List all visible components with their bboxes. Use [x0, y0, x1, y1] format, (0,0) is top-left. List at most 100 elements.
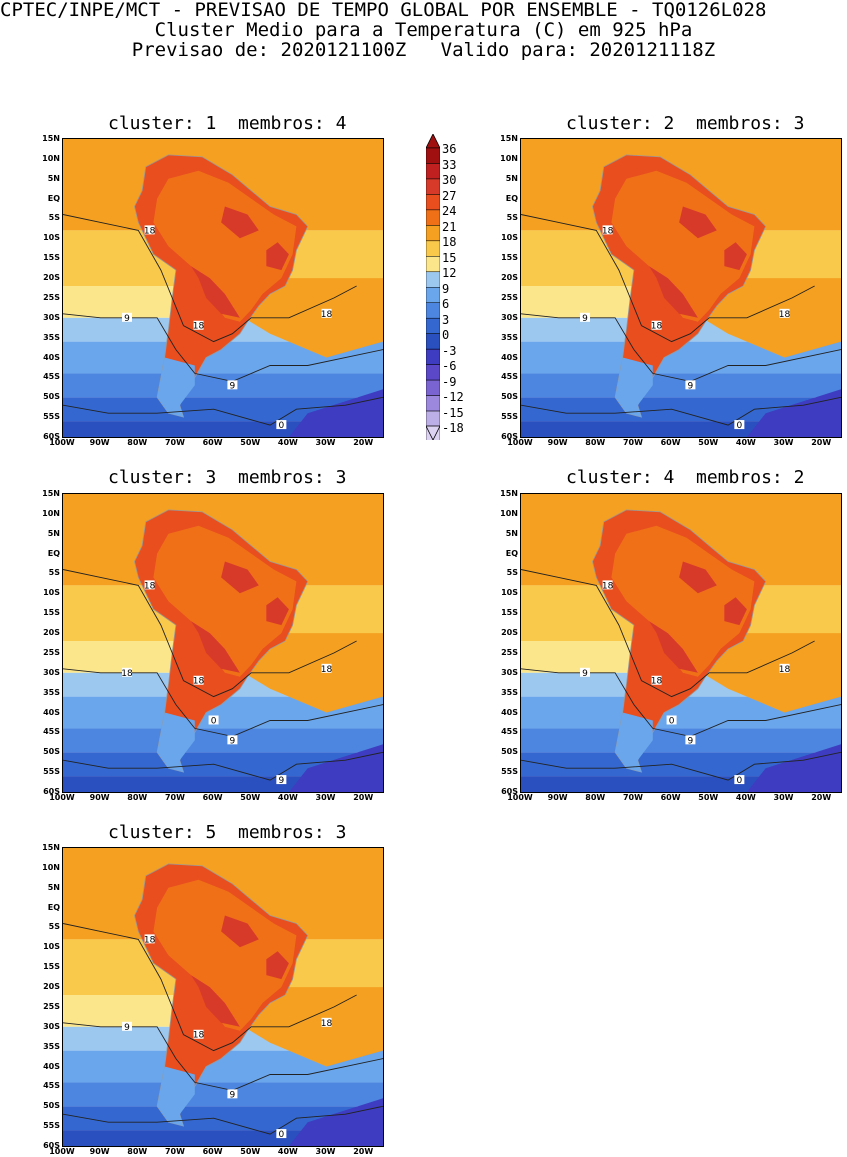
header-line-3: Previsao de: 2020121100Z Valido para: 20…	[131, 39, 716, 61]
contour-label: 0	[211, 716, 217, 726]
lat-tick-label: 5S	[506, 568, 518, 578]
contour-label-box	[144, 934, 155, 944]
lat-tick-label: 20S	[43, 982, 60, 992]
contour-label-box	[122, 312, 132, 322]
lat-tick-label: 50S	[43, 392, 60, 402]
southern-cone	[157, 712, 195, 773]
temperature-band	[63, 752, 383, 777]
contour-label-box	[602, 580, 613, 590]
panel-title-4: cluster: 4 membros: 2	[566, 467, 805, 488]
colorbar-label: 6	[442, 297, 450, 311]
lat-tick-label: 5S	[48, 922, 60, 932]
lon-tick-label: 70W	[164, 793, 185, 802]
hot-core	[724, 242, 747, 271]
warm-region	[701, 278, 841, 358]
lat-tick-label: 10S	[43, 588, 60, 598]
temperature-band	[63, 1106, 383, 1131]
temperature-band	[63, 728, 383, 753]
lat-tick-label: 35S	[501, 687, 518, 697]
contour-label-box	[227, 735, 238, 745]
contour-label: 9	[230, 1090, 236, 1100]
warm-region	[243, 278, 383, 358]
lon-tick-label: 70W	[164, 438, 185, 447]
colorbar-label: -15	[442, 405, 464, 420]
contour-label-box	[144, 225, 155, 235]
lon-tick-label: 90W	[547, 438, 568, 447]
colorbar-swatch	[425, 333, 441, 350]
lat-tick-label: 45S	[43, 727, 60, 737]
lat-tick-label: 25S	[501, 647, 518, 657]
contour-label: 9	[688, 736, 694, 746]
lon-tick-label: 70W	[622, 793, 643, 802]
temperature-band	[63, 1082, 383, 1107]
lon-tick-label: 100W	[507, 438, 533, 447]
temperature-band	[521, 397, 841, 422]
hot-core	[649, 621, 698, 673]
lon-tick-label: 80W	[127, 1147, 148, 1156]
colorbar-label: 24	[442, 204, 457, 218]
lon-tick-label: 50W	[240, 1147, 261, 1156]
contour-label-box	[321, 308, 332, 318]
contour-label: 18	[321, 310, 333, 320]
southern-cone	[615, 712, 653, 773]
lat-tick-label: 30S	[501, 312, 518, 322]
lat-tick-label: 55S	[501, 767, 518, 777]
lat-tick-label: 35S	[43, 1041, 60, 1051]
contour-label: 9	[230, 736, 236, 746]
contour-label-box	[580, 667, 590, 677]
lon-tick-label: 60W	[202, 438, 223, 447]
lat-tick-label: 15N	[42, 489, 60, 498]
colorbar-label: 0	[442, 328, 450, 342]
lat-tick-label: 50S	[43, 747, 60, 757]
contour-label: 18	[193, 322, 205, 332]
contour-label: 9	[124, 1023, 130, 1033]
contour-label-box	[208, 715, 219, 725]
lat-tick-label: 60S	[501, 432, 518, 441]
contour-line	[63, 923, 357, 1052]
contour-label-box	[227, 1089, 238, 1099]
contour-label: 0	[278, 1130, 284, 1140]
lat-tick-label: 10S	[501, 588, 518, 598]
lat-tick-label: 10N	[500, 508, 518, 518]
contour-label-box	[734, 420, 745, 430]
map-panel-cluster-3: 18 18 18 18 9 9 0	[62, 493, 384, 793]
lat-tick-label: 25S	[43, 647, 60, 657]
lat-tick-label: 20S	[43, 628, 60, 638]
lat-tick-label: 60S	[43, 1141, 60, 1150]
contour-label: 9	[278, 776, 284, 786]
hot-core	[649, 266, 698, 318]
contour-line	[63, 396, 383, 426]
lon-tick-label: 50W	[698, 438, 719, 447]
contour-label-box	[321, 663, 332, 673]
contour-label: 18	[144, 226, 156, 236]
lon-tick-label: 30W	[315, 793, 336, 802]
hot-core	[191, 621, 240, 673]
cold-region	[288, 1098, 383, 1146]
hot-region	[611, 170, 755, 322]
lat-tick-label: 10N	[42, 862, 60, 872]
contour-line	[63, 214, 357, 343]
lon-tick-label: 50W	[240, 438, 261, 447]
contour-label: 18	[602, 581, 614, 591]
cold-region	[746, 389, 841, 437]
lat-tick-label: 60S	[43, 787, 60, 796]
header-line-2: Cluster Medio para a Temperatura (C) em …	[154, 19, 693, 41]
colorbar-swatch	[425, 147, 441, 164]
map-panel-cluster-2: 18 18 18 9 9 0	[520, 138, 842, 438]
contour-label-box	[276, 420, 287, 430]
contour-label-box	[193, 320, 204, 330]
lon-tick-label: 40W	[735, 793, 756, 802]
contour-label-box	[779, 308, 790, 318]
contour-label: 9	[582, 314, 588, 324]
contour-label: 18	[193, 1031, 205, 1041]
lon-tick-label: 60W	[660, 793, 681, 802]
contour-label: 9	[688, 381, 694, 391]
contour-line	[63, 751, 383, 781]
contour-line	[521, 214, 815, 343]
colorbar-swatch	[425, 410, 441, 427]
colorbar-label: 30	[442, 173, 457, 187]
lat-tick-label: EQ	[47, 902, 60, 912]
lat-tick-label: 5N	[47, 882, 60, 892]
hot-core	[191, 266, 240, 318]
lat-tick-label: 15N	[500, 489, 518, 498]
